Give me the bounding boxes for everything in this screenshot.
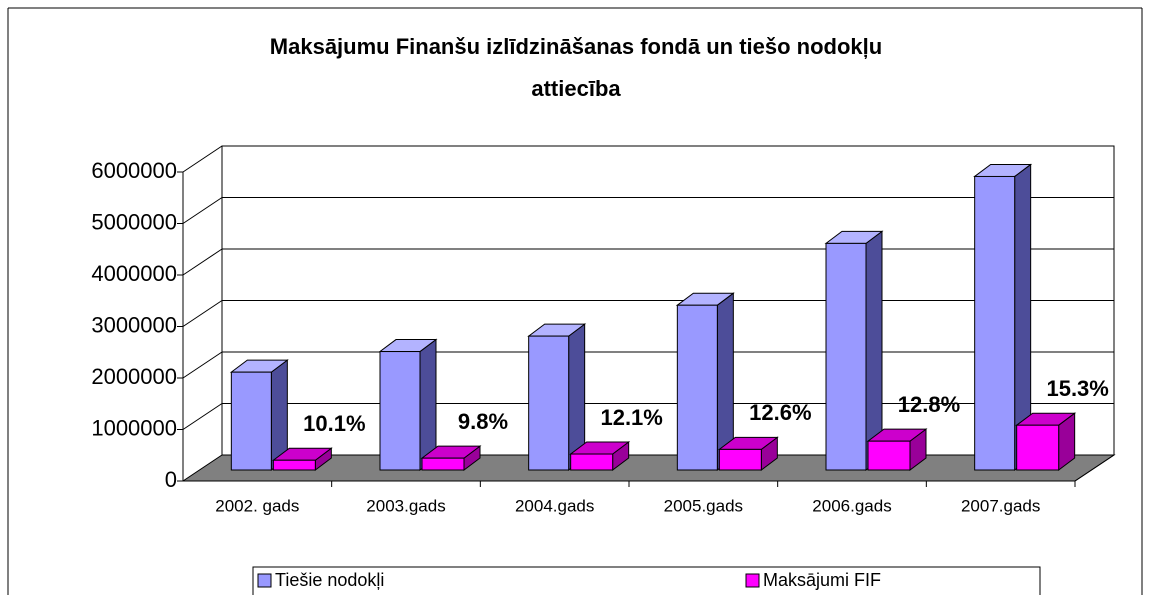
grid-line bbox=[182, 403, 223, 430]
grid-line bbox=[182, 197, 223, 224]
bar bbox=[421, 457, 465, 471]
annotation: 9.8% bbox=[458, 409, 508, 434]
y-tick-label: 2000000 bbox=[91, 364, 177, 389]
grid-line bbox=[182, 351, 223, 379]
legend-box bbox=[252, 566, 1041, 595]
chart-title: Maksājumu Finanšu izlīdzināšanas fondā u… bbox=[270, 34, 882, 59]
bar bbox=[718, 448, 762, 471]
chart-title: attiecība bbox=[531, 76, 621, 101]
bar bbox=[272, 459, 316, 471]
annotation: 15.3% bbox=[1046, 376, 1108, 401]
bar bbox=[974, 175, 1016, 471]
annotation: 10.1% bbox=[303, 411, 365, 436]
x-tick-label: 2004.gads bbox=[515, 496, 594, 515]
annotation: 12.8% bbox=[898, 392, 960, 417]
legend-label: Maksājumi FIF bbox=[763, 570, 881, 590]
y-tick-label: 0 bbox=[165, 467, 177, 492]
grid-line bbox=[182, 300, 223, 327]
bar bbox=[825, 242, 867, 471]
bar bbox=[1016, 424, 1060, 471]
x-tick-label: 2002. gads bbox=[215, 496, 299, 515]
bar bbox=[528, 335, 570, 471]
x-tick-label: 2006.gads bbox=[812, 496, 891, 515]
floor-edge bbox=[1074, 454, 1115, 482]
bar bbox=[867, 440, 911, 471]
annotation: 12.6% bbox=[749, 400, 811, 425]
x-tick-label: 2005.gads bbox=[664, 496, 743, 515]
y-tick-label: 6000000 bbox=[91, 158, 177, 183]
annotation: 12.1% bbox=[600, 405, 662, 430]
bar bbox=[676, 304, 718, 471]
y-tick-label: 3000000 bbox=[91, 312, 177, 337]
bar bbox=[570, 453, 614, 471]
y-tick-label: 5000000 bbox=[91, 209, 177, 234]
bar bbox=[230, 371, 272, 471]
x-tick-label: 2003.gads bbox=[366, 496, 445, 515]
y-tick-label: 1000000 bbox=[91, 415, 177, 440]
legend-label: Tiešie nodokļi bbox=[275, 570, 384, 590]
y-tick-label: 4000000 bbox=[91, 261, 177, 286]
grid-line bbox=[182, 145, 223, 173]
grid-line bbox=[182, 248, 223, 276]
legend-swatch bbox=[745, 573, 760, 588]
bar bbox=[379, 351, 421, 471]
legend-swatch bbox=[257, 573, 272, 588]
x-tick-label: 2007.gads bbox=[961, 496, 1040, 515]
